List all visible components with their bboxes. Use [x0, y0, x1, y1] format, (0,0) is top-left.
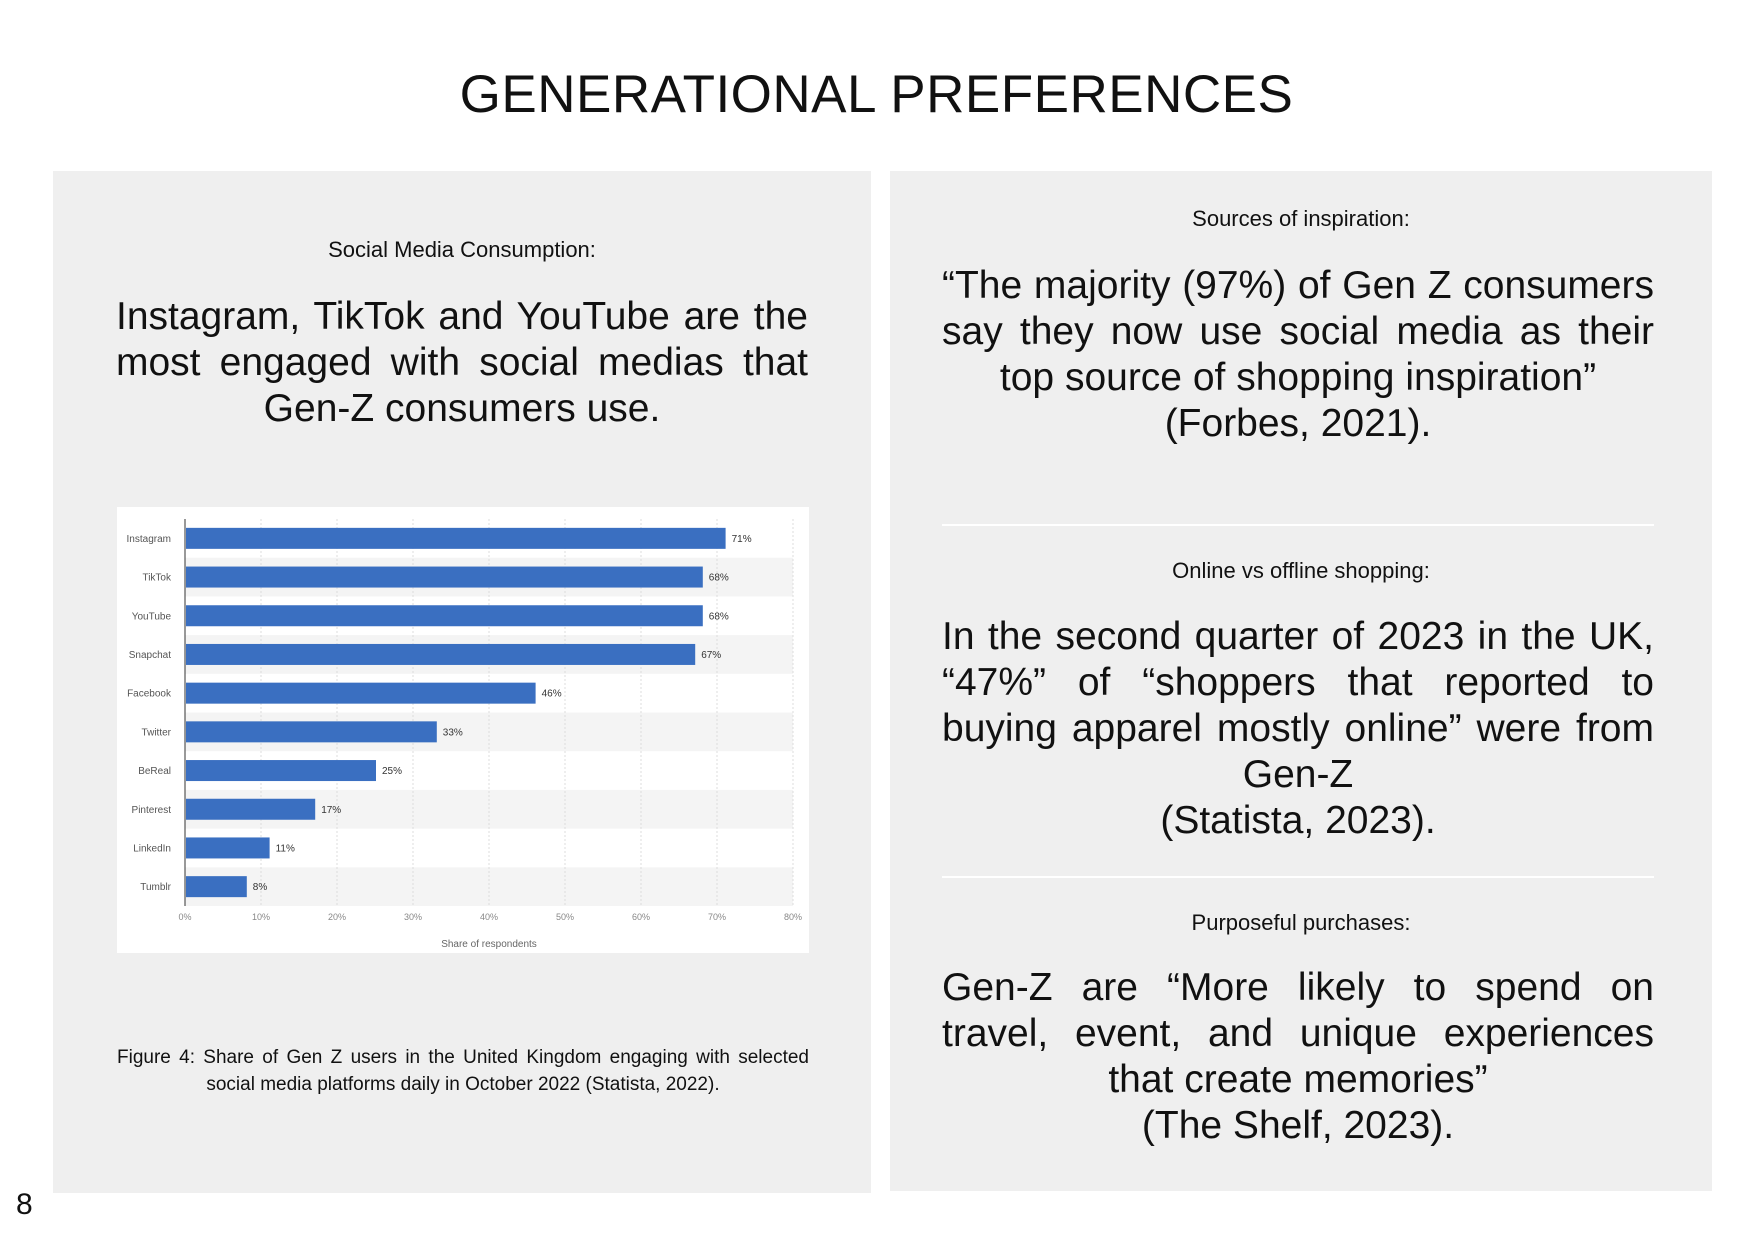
x-tick-label: 70% [708, 912, 726, 922]
quote-block: Gen-Z are “More likely to spend on trave… [942, 965, 1654, 1149]
x-tick-label: 30% [404, 912, 422, 922]
bar [186, 566, 703, 588]
bar-value-label: 17% [321, 805, 341, 816]
quote-block: In the second quarter of 2023 in the UK,… [942, 614, 1654, 844]
quote-block: “The majority (97%) of Gen Z consumers s… [942, 263, 1654, 447]
bar-value-label: 46% [542, 689, 562, 700]
quote-citation: (Statista, 2023). [1160, 799, 1436, 842]
x-tick-label: 20% [328, 912, 346, 922]
bar-value-label: 8% [253, 882, 268, 893]
social-media-panel: Social Media Consumption: Instagram, Tik… [53, 171, 871, 1193]
section-heading: Online vs offline shopping: [1172, 558, 1430, 583]
bar-value-label: 68% [709, 573, 729, 584]
bar [186, 876, 247, 898]
quote-citation: (The Shelf, 2023). [1141, 1104, 1455, 1147]
social-media-bar-chart: 71% 68% 68% 67% 46% 33% 25% 17% 11% 8% Instagram T… [127, 519, 802, 950]
bar [186, 643, 696, 665]
category-label: Pinterest [132, 805, 172, 816]
quote-citation: (Forbes, 2021). [1164, 402, 1432, 445]
x-tick-label: 10% [252, 912, 270, 922]
bar-value-label: 33% [443, 727, 463, 738]
category-label: BeReal [138, 766, 171, 777]
bar [186, 798, 316, 820]
category-label: Instagram [127, 534, 171, 545]
bar-value-label: 11% [276, 843, 295, 854]
x-tick-label: 60% [632, 912, 650, 922]
page-title: GENERATIONAL PREFERENCES [459, 65, 1294, 124]
x-tick-label: 40% [480, 912, 498, 922]
x-tick-label: 50% [556, 912, 574, 922]
bar [186, 837, 270, 859]
figure-caption: Figure 4: Share of Gen Z users in the Un… [117, 1047, 809, 1095]
bar [186, 682, 536, 704]
section-divider [942, 524, 1654, 526]
section-divider [942, 876, 1654, 878]
bar [186, 721, 437, 743]
category-label: Facebook [127, 689, 172, 700]
key-statement: Instagram, TikTok and YouTube are the mo… [116, 295, 808, 430]
section-heading: Purposeful purchases: [1191, 910, 1411, 935]
bar [186, 527, 726, 549]
quote-text: “The majority (97%) of Gen Z consumers s… [942, 264, 1654, 399]
category-label: Twitter [142, 727, 172, 738]
insights-panel: Sources of inspiration: “The majority (9… [890, 171, 1712, 1191]
category-label: Snapchat [129, 650, 171, 661]
bar-chart-card: 71% 68% 68% 67% 46% 33% 25% 17% 11% 8% Instagram T… [117, 507, 809, 953]
bar-value-label: 67% [701, 650, 721, 661]
category-label: Tumblr [140, 882, 171, 893]
section-heading: Sources of inspiration: [1192, 206, 1410, 231]
category-label: LinkedIn [133, 843, 171, 854]
category-label: TikTok [142, 573, 172, 584]
quote-text: Gen-Z are “More likely to spend on trave… [942, 966, 1654, 1101]
x-tick-label: 0% [178, 912, 191, 922]
bar [186, 605, 703, 627]
bar-value-label: 25% [382, 766, 402, 777]
bar [186, 760, 376, 782]
bar-value-label: 68% [709, 611, 729, 622]
quote-text: In the second quarter of 2023 in the UK,… [942, 615, 1654, 796]
section-heading: Social Media Consumption: [328, 237, 596, 262]
page-number: 8 [16, 1188, 33, 1221]
x-axis-label: Share of respondents [441, 939, 537, 950]
bar-value-label: 71% [732, 534, 752, 545]
x-tick-label: 80% [784, 912, 802, 922]
category-label: YouTube [132, 611, 172, 622]
